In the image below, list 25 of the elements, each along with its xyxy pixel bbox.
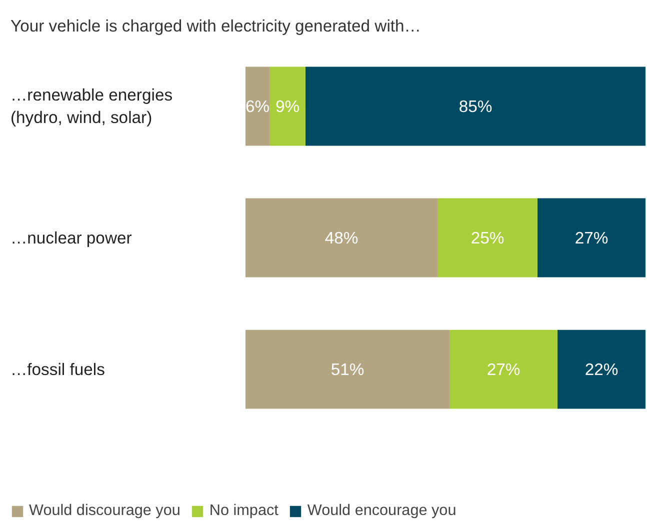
data-label: 48% [324,228,358,248]
legend-label: Would discourage you [29,502,180,520]
legend-label: No impact [209,502,278,520]
y-tick-label: …renewable energies (hydro, wind, solar) [10,85,173,128]
bar [270,66,306,146]
legend-label: Would encourage you [307,502,456,520]
data-label: 85% [458,96,492,116]
data-label: 9% [275,96,300,116]
bar [558,330,646,409]
data-label: 22% [584,360,618,379]
data-label: 25% [470,228,504,248]
bar [246,66,270,146]
y-tick-label: …fossil fuels [10,360,105,379]
data-label: 6% [245,96,270,116]
bar [538,198,646,278]
y-tick-label: …nuclear power [10,228,132,248]
bar [246,198,438,278]
bar [450,330,558,409]
data-label: 27% [574,228,608,248]
data-label: 27% [486,360,520,379]
bar [306,66,646,146]
chart-title: Your vehicle is charged with electricity generated with… [10,16,421,36]
data-label: 51% [330,360,364,379]
bar [246,330,450,409]
bar [438,198,538,278]
